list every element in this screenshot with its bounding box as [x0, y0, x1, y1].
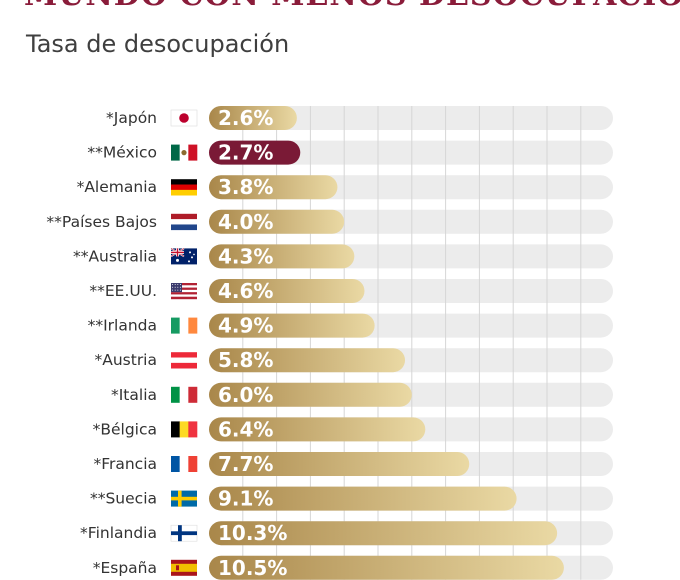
country-label: *Bélgica — [93, 420, 157, 438]
germany-flag-icon — [171, 179, 197, 196]
country-label: *Francia — [93, 455, 157, 473]
ireland-flag-icon — [171, 317, 198, 334]
value-label: 7.7% — [218, 452, 273, 476]
sweden-flag-icon — [171, 490, 197, 507]
country-label: *Japón — [106, 109, 157, 127]
bar — [209, 279, 365, 303]
chart-row: *Finlandia 10.3% — [80, 521, 287, 545]
country-label: **EE.UU. — [89, 282, 157, 300]
chart-row: *Austria 5.8% — [94, 348, 273, 372]
country-label: **Irlanda — [88, 317, 157, 335]
austria-flag-icon — [171, 352, 197, 369]
bar — [209, 555, 564, 580]
value-label: 6.0% — [218, 383, 273, 407]
italy-flag-icon — [171, 386, 198, 403]
chart-row: *Italia 6.0% — [111, 383, 273, 407]
belgium-flag-icon — [171, 421, 198, 438]
value-label: 9.1% — [218, 487, 273, 511]
country-label: *Italia — [111, 386, 157, 404]
country-label: *España — [93, 559, 157, 577]
chart-row: **Irlanda 4.9% — [88, 314, 274, 338]
chart-row: *Japón 2.6% — [106, 106, 273, 130]
chart-row: **EE.UU. 4.6% — [89, 279, 273, 303]
country-label: **Suecia — [90, 490, 157, 508]
value-label: 4.3% — [218, 244, 273, 268]
country-label: *Finlandia — [80, 524, 157, 542]
bar — [209, 486, 517, 511]
chart-subtitle: Tasa de desocupación — [26, 30, 290, 58]
country-label: *Austria — [94, 351, 157, 369]
france-flag-icon — [171, 456, 198, 472]
value-label: 3.8% — [218, 175, 273, 199]
finland-flag-icon — [170, 524, 198, 542]
bar — [209, 313, 375, 338]
netherlands-flag-icon — [171, 213, 197, 231]
bar — [209, 348, 406, 373]
bar — [209, 106, 297, 130]
bar — [209, 521, 558, 546]
chart-row: *Alemania 3.8% — [77, 175, 274, 199]
bar — [209, 175, 338, 200]
country-label: **Países Bajos — [46, 213, 157, 231]
chart-row: **México 2.7% — [87, 141, 273, 165]
usa-flag-icon — [171, 283, 197, 300]
chart-row: *Bélgica 6.4% — [93, 417, 274, 441]
value-label: 10.5% — [218, 556, 287, 580]
spain-flag-icon — [171, 559, 197, 576]
mexico-flag-icon — [171, 144, 198, 161]
country-label: **Australia — [73, 247, 157, 265]
value-label: 10.3% — [218, 521, 287, 545]
bar — [209, 417, 426, 442]
chart-row: *Francia 7.7% — [93, 452, 273, 476]
country-label: *Alemania — [77, 178, 157, 196]
value-label: 4.9% — [218, 314, 273, 338]
bar — [209, 209, 345, 234]
chart-row: **Países Bajos 4.0% — [46, 210, 273, 234]
value-label: 4.0% — [218, 210, 273, 234]
chart-row: **Australia 4.3% — [73, 244, 274, 268]
headline-title: MUNDO CON MENOS DESOCUPACIÓN — [24, 0, 680, 13]
value-label: 2.6% — [218, 106, 273, 130]
value-label: 2.7% — [218, 141, 273, 165]
country-label: **México — [87, 144, 157, 162]
australia-flag-icon — [170, 247, 197, 265]
bar-highlighted — [209, 140, 301, 165]
bar — [209, 244, 355, 269]
value-label: 6.4% — [218, 417, 273, 441]
japan-flag-icon — [170, 109, 198, 127]
chart-row: *España 10.5% — [93, 556, 288, 580]
value-label: 4.6% — [218, 279, 273, 303]
chart-row: **Suecia 9.1% — [90, 487, 274, 511]
value-label: 5.8% — [218, 348, 273, 372]
bar — [209, 382, 412, 407]
bar — [209, 452, 470, 476]
